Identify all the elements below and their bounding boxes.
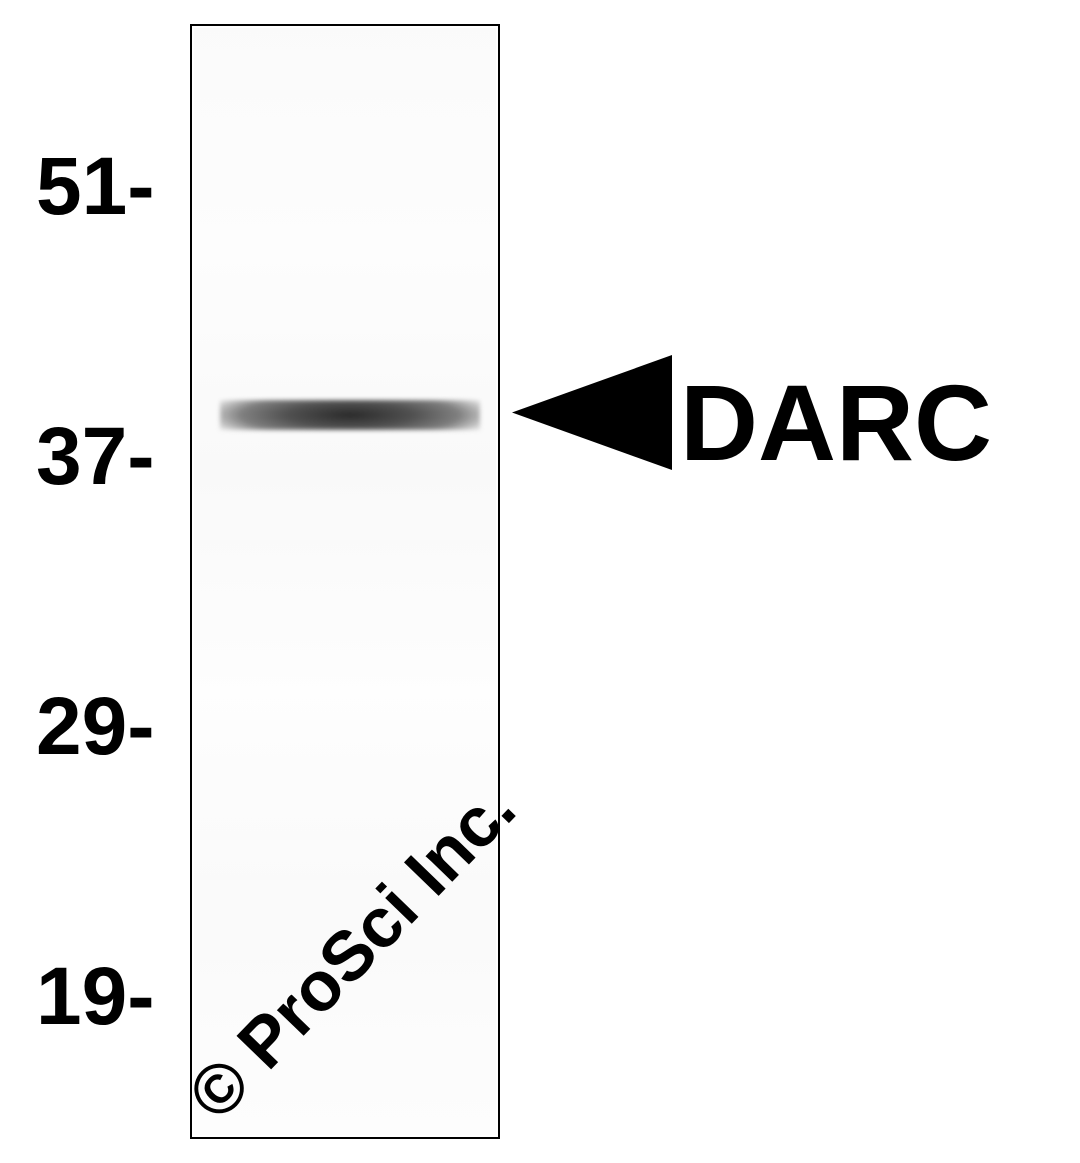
protein-band [220, 400, 480, 430]
marker-37: 37- [36, 410, 155, 504]
marker-19: 19- [36, 950, 155, 1044]
marker-29: 29- [36, 680, 155, 774]
western-blot-figure: 51- 37- 29- 19- DARC © ProSci Inc. [0, 0, 1080, 1163]
band-arrow-icon [512, 355, 672, 470]
marker-51: 51- [36, 140, 155, 234]
band-label-darc: DARC [680, 360, 992, 485]
